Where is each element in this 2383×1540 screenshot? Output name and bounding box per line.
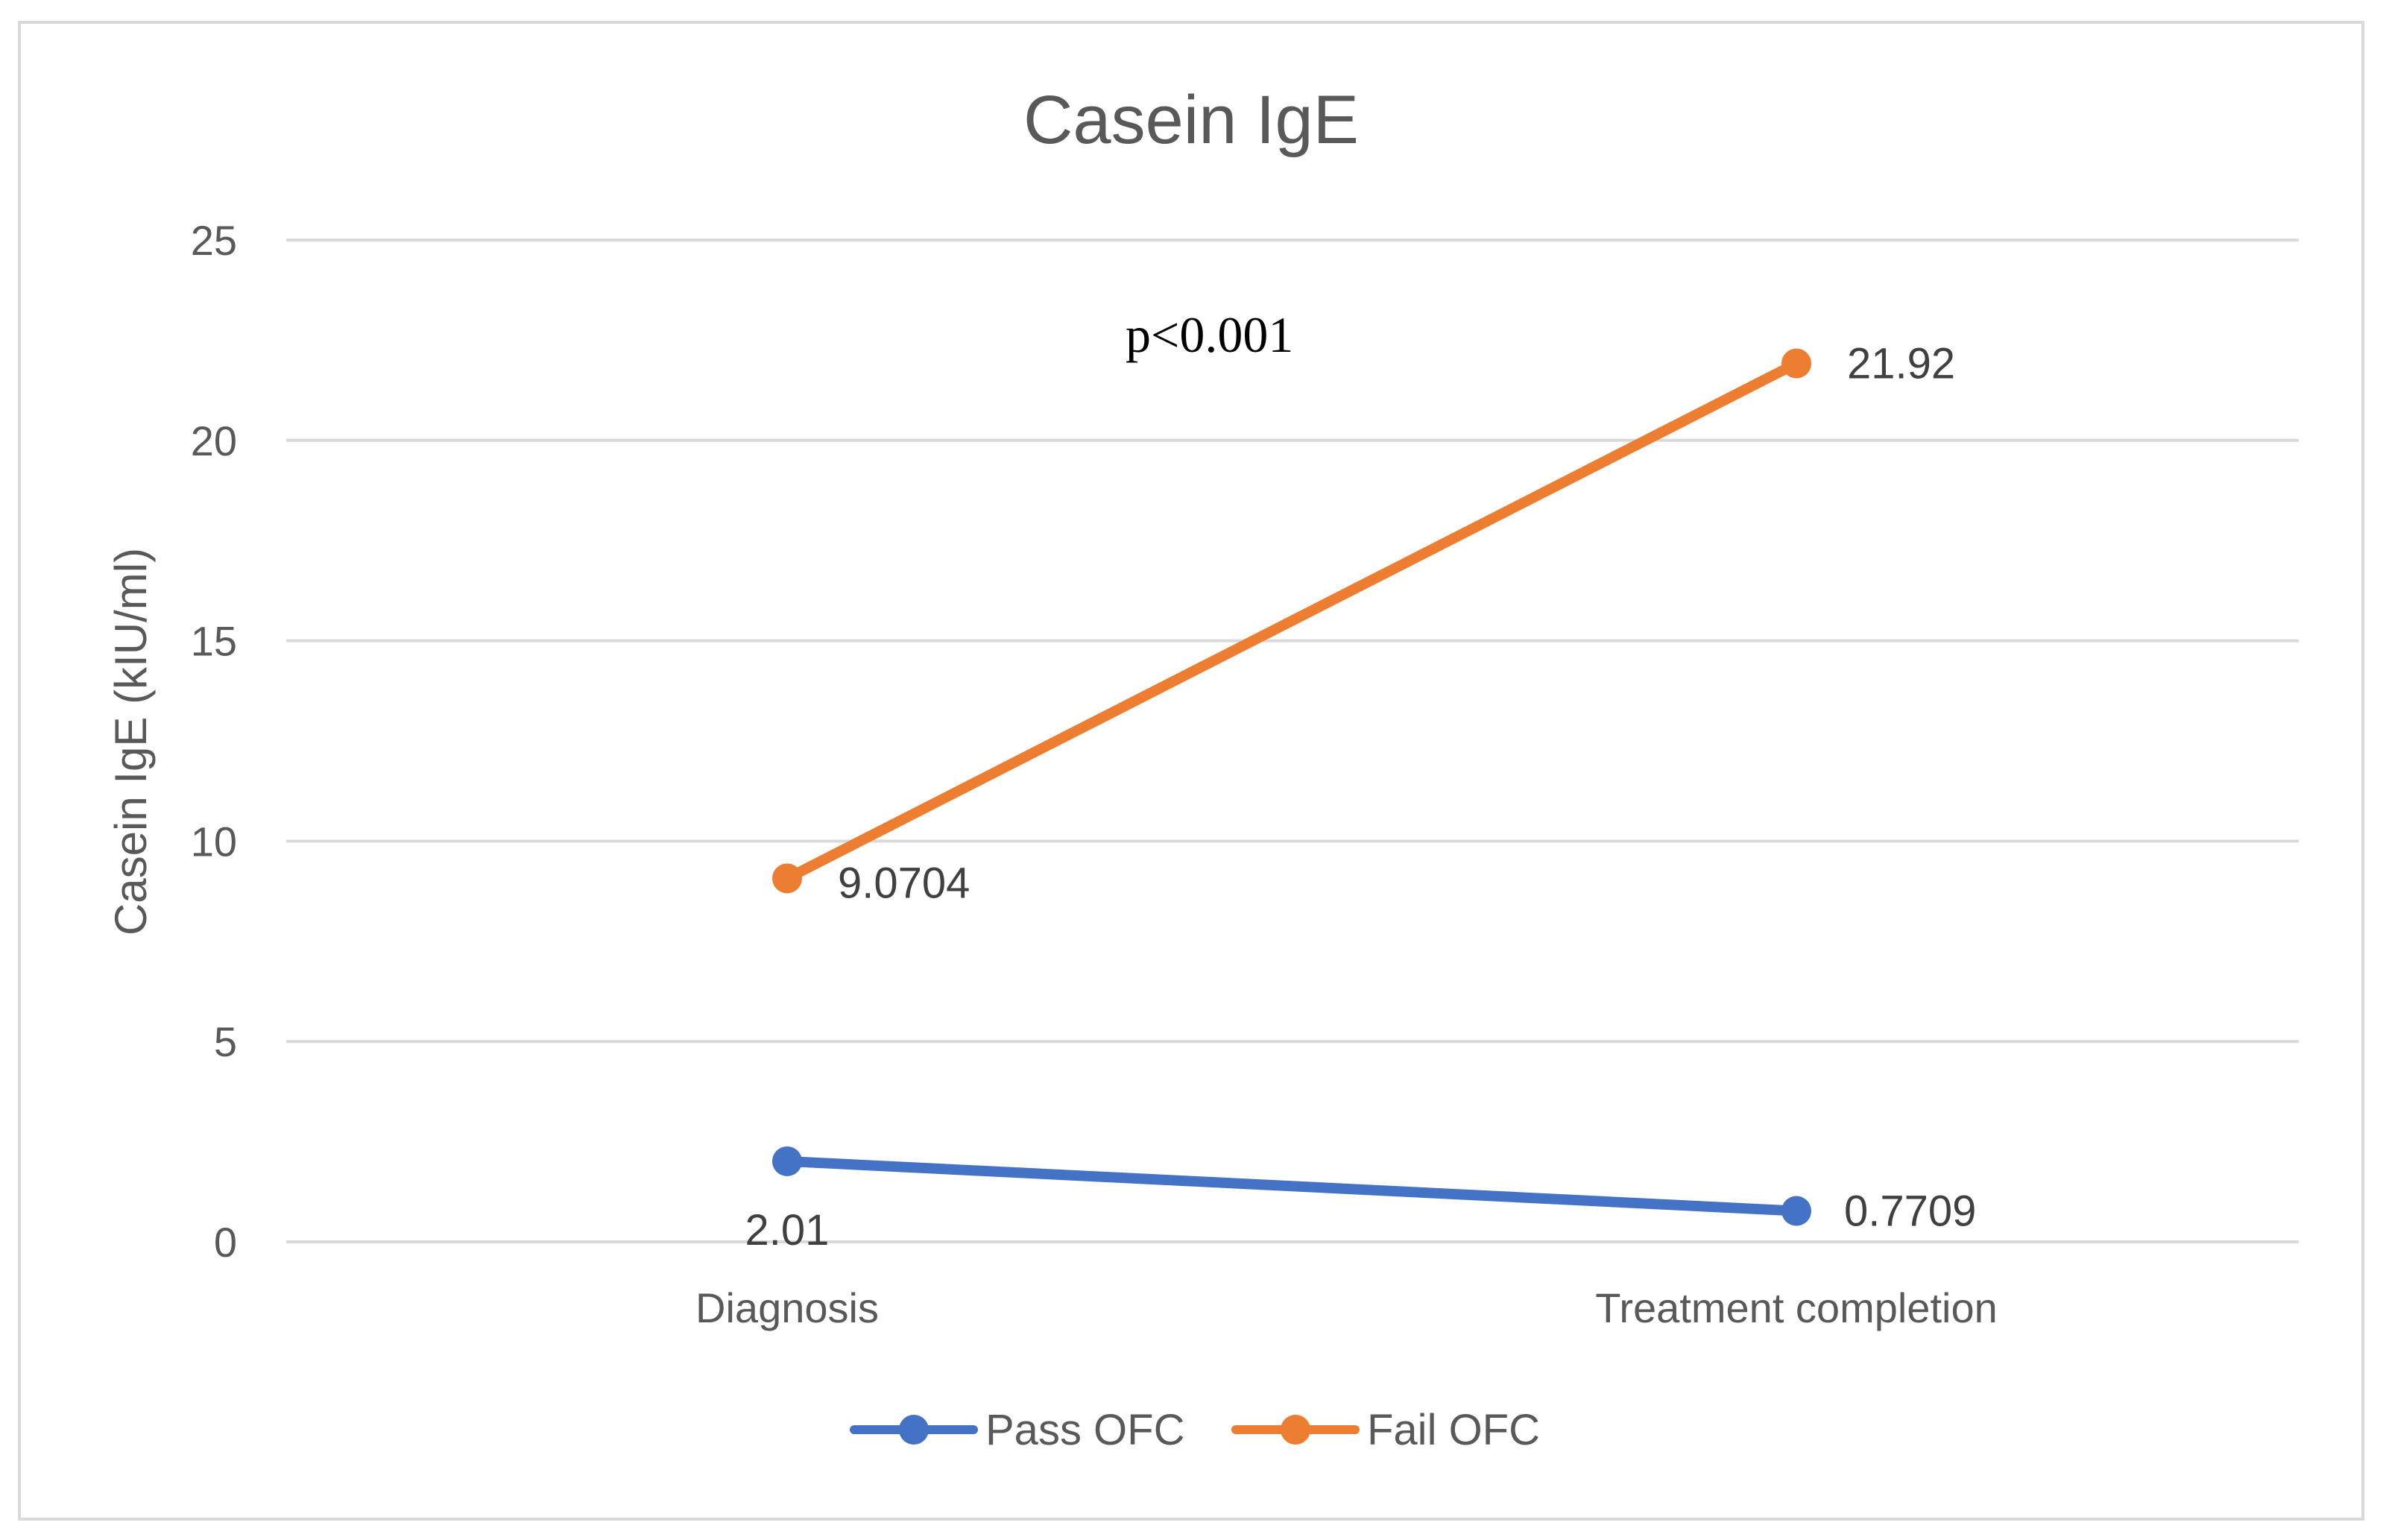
data-label-pass-ofc-1: 2.01 bbox=[745, 1206, 830, 1255]
legend-swatch-marker-fail-ofc bbox=[1281, 1415, 1310, 1445]
y-tick-label-0: 0 bbox=[214, 1219, 237, 1266]
y-tick-label-5: 5 bbox=[214, 1018, 237, 1065]
data-point-fail-ofc-1 bbox=[772, 863, 802, 894]
legend-label-pass-ofc: Pass OFC bbox=[985, 1406, 1185, 1454]
y-axis-ticks: 0 5 10 15 20 25 bbox=[191, 217, 237, 1266]
series-lines bbox=[772, 348, 1811, 1226]
legend: Pass OFC Fail OFC bbox=[850, 1406, 1540, 1454]
y-axis-title: Casein IgE (kIU/ml) bbox=[106, 548, 156, 935]
x-tick-label-diagnosis: Diagnosis bbox=[695, 1284, 879, 1331]
chart-title: Casein IgE bbox=[1023, 82, 1359, 158]
x-tick-label-treatment-completion: Treatment completion bbox=[1595, 1284, 1998, 1331]
data-point-pass-ofc-2 bbox=[1781, 1196, 1811, 1226]
y-tick-label-25: 25 bbox=[191, 217, 237, 264]
series-line-fail-ofc bbox=[782, 358, 1802, 884]
data-label-fail-ofc-1: 9.0704 bbox=[838, 859, 970, 907]
data-label-fail-ofc-2: 21.92 bbox=[1847, 340, 1955, 388]
data-point-fail-ofc-2 bbox=[1781, 348, 1811, 379]
gridlines bbox=[286, 239, 2299, 1243]
x-axis-ticks: Diagnosis Treatment completion bbox=[695, 1284, 1998, 1331]
y-tick-label-20: 20 bbox=[191, 417, 237, 464]
data-point-pass-ofc-1 bbox=[772, 1146, 802, 1176]
y-tick-label-10: 10 bbox=[191, 818, 237, 865]
data-label-pass-ofc-2: 0.7709 bbox=[1844, 1187, 1976, 1236]
data-labels: 2.01 0.7709 9.0704 21.92 bbox=[745, 340, 1977, 1255]
chart-border bbox=[18, 21, 2364, 1521]
y-tick-label-15: 15 bbox=[191, 618, 237, 665]
legend-swatch-marker-pass-ofc bbox=[899, 1415, 929, 1445]
p-value-annotation: p<0.001 bbox=[1126, 306, 1293, 363]
legend-label-fail-ofc: Fail OFC bbox=[1367, 1406, 1540, 1454]
series-line-pass-ofc bbox=[782, 1155, 1802, 1216]
